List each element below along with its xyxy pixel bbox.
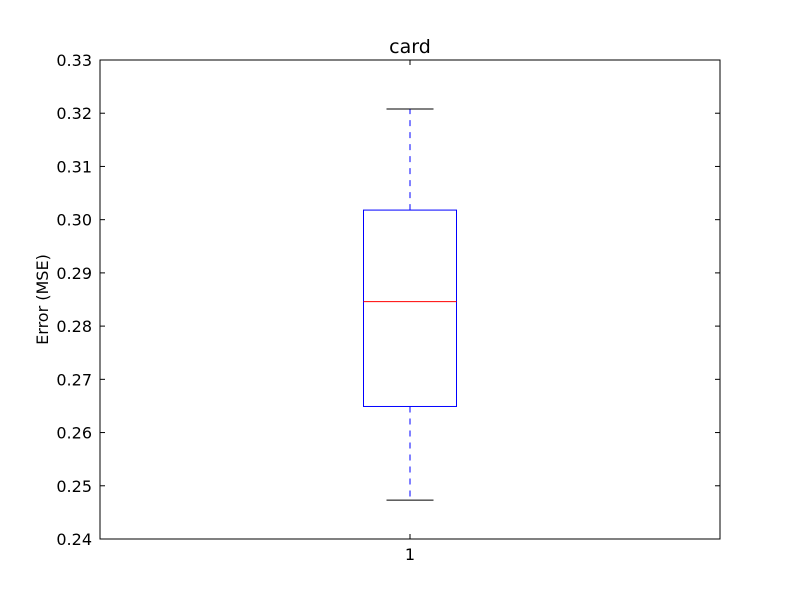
x-tick-label: 1 bbox=[405, 545, 415, 564]
y-tick-label: 0.29 bbox=[56, 264, 92, 283]
y-tick-label: 0.25 bbox=[56, 477, 92, 496]
chart-title: card bbox=[389, 36, 431, 58]
plot-area bbox=[363, 108, 457, 501]
y-tick-label: 0.31 bbox=[56, 157, 92, 176]
axes-frame bbox=[99, 59, 721, 540]
y-tick-label: 0.32 bbox=[56, 104, 92, 123]
axis-ticks: 0.24 0.25 0.26 0.27 0.28 0.29 0.30 0.31 0.32 0.33… bbox=[56, 51, 720, 564]
y-tick-label: 0.24 bbox=[56, 530, 92, 549]
box-iqr bbox=[363, 209, 457, 407]
y-tick-label: 0.30 bbox=[56, 211, 92, 230]
y-tick-label: 0.27 bbox=[56, 370, 92, 389]
y-tick-label: 0.28 bbox=[56, 317, 92, 336]
y-tick-label: 0.26 bbox=[56, 424, 92, 443]
y-axis-label: Error (MSE) bbox=[33, 254, 52, 345]
y-tick-label: 0.33 bbox=[56, 51, 92, 70]
